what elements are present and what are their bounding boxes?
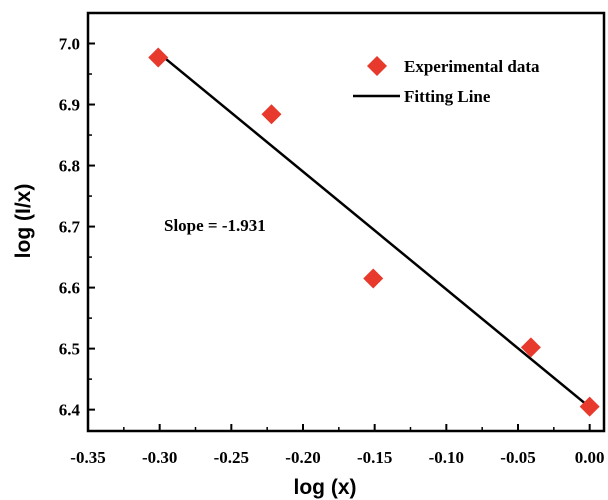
series-layer xyxy=(148,47,600,417)
x-tick-label: -0.30 xyxy=(142,448,177,467)
x-tick-label: -0.10 xyxy=(429,448,464,467)
data-point xyxy=(363,268,384,289)
legend-label-fitting: Fitting Line xyxy=(404,87,491,106)
y-tick-label: 6.5 xyxy=(59,340,80,359)
x-tick-label: -0.15 xyxy=(357,448,392,467)
slope-annotation: Slope = -1.931 xyxy=(164,216,266,235)
plot-frame xyxy=(86,11,606,433)
y-tick-label: 6.4 xyxy=(59,401,81,420)
y-tick-label: 7.0 xyxy=(59,35,80,54)
y-tick-label: 6.9 xyxy=(59,96,80,115)
legend-label-experimental: Experimental data xyxy=(404,57,540,76)
x-axis: -0.35 -0.30 -0.25 -0.20 -0.15 -0.10 -0.05 0.00 xyxy=(70,424,605,467)
x-tick-label: -0.05 xyxy=(500,448,535,467)
x-tick-label: -0.25 xyxy=(214,448,249,467)
legend-marker-experimental xyxy=(367,56,387,76)
y-tick-label: 6.8 xyxy=(59,157,80,176)
data-point xyxy=(520,337,541,358)
y-axis-title: log (I/x) xyxy=(12,184,35,259)
data-point xyxy=(261,104,282,125)
data-point xyxy=(579,396,600,417)
x-tick-label: -0.20 xyxy=(285,448,320,467)
fitting-line xyxy=(157,51,591,409)
y-axis: 6.4 6.5 6.6 6.7 6.8 6.9 7.0 xyxy=(59,35,95,420)
x-axis-title: log (x) xyxy=(294,476,357,499)
legend: Experimental data Fitting Line xyxy=(353,56,540,106)
y-tick-label: 6.6 xyxy=(59,279,80,298)
x-tick-label: 0.00 xyxy=(575,448,605,467)
x-tick-label: -0.35 xyxy=(70,448,105,467)
y-tick-label: 6.7 xyxy=(59,218,81,237)
data-point xyxy=(148,47,169,68)
